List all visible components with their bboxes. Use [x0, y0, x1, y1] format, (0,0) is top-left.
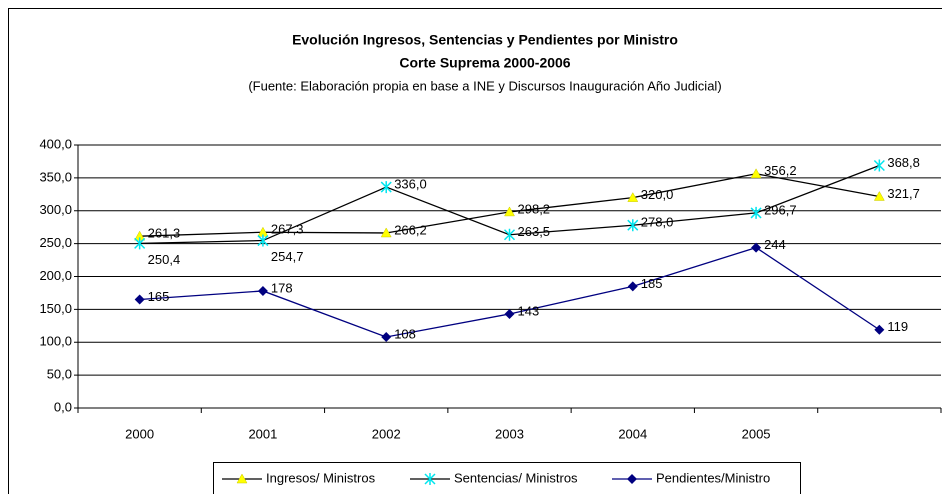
chart-subtitle: Corte Suprema 2000-2006	[399, 55, 570, 71]
legend-marker	[424, 473, 436, 485]
data-point	[627, 192, 639, 202]
y-tick-label: 150,0	[39, 301, 72, 316]
y-tick-label: 400,0	[39, 136, 72, 151]
data-label: 267,3	[271, 222, 304, 237]
chart-border	[8, 8, 942, 494]
data-point	[874, 324, 885, 335]
chart-note: (Fuente: Elaboración propia en base a IN…	[248, 78, 721, 93]
x-tick-label: 2004	[618, 426, 647, 441]
legend-marker	[627, 474, 637, 484]
data-label: 298,2	[518, 201, 551, 216]
data-point	[134, 294, 145, 305]
x-tick-label: 2001	[248, 426, 277, 441]
data-point	[257, 285, 268, 296]
x-tick-label: 2003	[495, 426, 524, 441]
data-point	[627, 219, 639, 232]
data-point	[751, 242, 762, 253]
data-point	[627, 281, 638, 292]
y-tick-label: 300,0	[39, 202, 72, 217]
chart-title: Evolución Ingresos, Sentencias y Pendien…	[292, 32, 678, 48]
y-tick-label: 350,0	[39, 169, 72, 184]
data-label: 254,7	[271, 249, 304, 264]
y-tick-label: 100,0	[39, 334, 72, 349]
data-label: 185	[641, 276, 663, 291]
x-tick-label: 2005	[742, 426, 771, 441]
data-point	[257, 234, 269, 247]
data-label: 244	[764, 237, 786, 252]
y-tick-label: 250,0	[39, 235, 72, 250]
data-point	[504, 206, 515, 217]
legend-label: Ingresos/ Ministros	[266, 470, 376, 485]
data-point	[381, 331, 392, 342]
legend-label: Pendientes/Ministro	[656, 470, 770, 485]
data-label: 296,7	[764, 202, 797, 217]
data-point	[750, 168, 762, 179]
data-label: 263,5	[518, 224, 551, 239]
data-label: 336,0	[394, 177, 427, 192]
data-label: 321,7	[887, 186, 920, 201]
x-tick-label: 2002	[372, 426, 401, 441]
data-label: 119	[887, 319, 908, 334]
data-label: 278,0	[641, 215, 674, 230]
data-label: 165	[148, 289, 170, 304]
data-point	[750, 206, 762, 219]
legend-marker	[236, 473, 248, 484]
data-label: 368,8	[887, 155, 920, 170]
data-label: 143	[518, 303, 540, 318]
y-tick-label: 200,0	[39, 268, 72, 283]
data-label: 356,2	[764, 163, 797, 178]
data-point	[504, 308, 515, 319]
data-label: 108	[394, 326, 416, 341]
legend-label: Sentencias/ Ministros	[454, 470, 578, 485]
legend-box	[213, 462, 801, 494]
data-label: 250,4	[148, 252, 181, 267]
y-tick-label: 0,0	[54, 399, 72, 414]
data-point	[873, 159, 885, 172]
data-label: 320,0	[641, 187, 674, 202]
data-label: 178	[271, 280, 293, 295]
data-label: 261,3	[148, 226, 181, 241]
data-label: 266,2	[394, 222, 427, 237]
data-point	[503, 228, 516, 241]
data-point	[873, 190, 885, 201]
data-point	[380, 181, 392, 194]
data-point	[134, 237, 146, 250]
data-point	[380, 227, 392, 238]
x-tick-label: 2000	[125, 426, 154, 441]
y-tick-label: 50,0	[47, 367, 72, 382]
